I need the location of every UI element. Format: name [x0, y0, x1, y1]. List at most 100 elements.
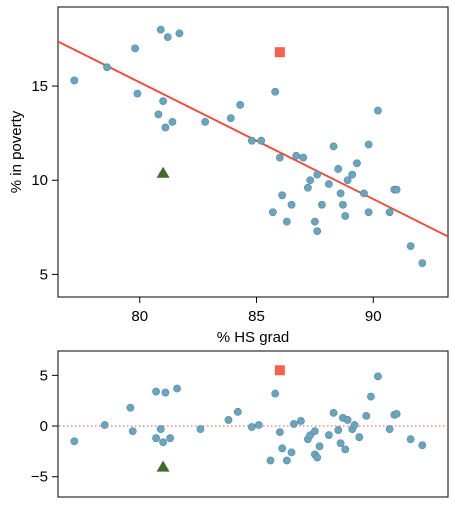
y-axis: 5 10 15 [31, 78, 58, 283]
scatter-panel: 5 10 15 80 85 90 % HS grad % in poverty [8, 6, 449, 346]
data-point [128, 427, 137, 435]
x-tick-label: 85 [248, 308, 265, 325]
data-point [418, 259, 427, 268]
data-point [315, 442, 324, 451]
data-point [154, 110, 163, 119]
data-points [70, 25, 427, 268]
data-point [296, 417, 305, 425]
data-point [392, 409, 401, 418]
data-point [152, 387, 160, 396]
data-point [159, 438, 167, 447]
residual-y-tick-label: 0 [40, 418, 48, 435]
data-point [163, 33, 172, 42]
data-point [343, 176, 352, 185]
data-point [156, 25, 165, 34]
data-point [385, 425, 394, 433]
residual-frame [57, 350, 449, 498]
data-point [367, 392, 375, 401]
data-point [156, 425, 165, 433]
data-point [275, 428, 284, 437]
data-point [310, 217, 319, 226]
data-point [126, 403, 135, 412]
y-tick-label: 10 [31, 172, 48, 189]
y-tick-label: 5 [40, 266, 48, 283]
outlier-square [274, 47, 285, 58]
data-point [299, 153, 308, 162]
outlier-square [274, 365, 285, 376]
data-point [313, 227, 322, 235]
residual-points [70, 372, 427, 465]
data-point [374, 106, 382, 115]
y-tick-label: 15 [31, 78, 48, 95]
residual-y-tick-label: −5 [31, 469, 48, 486]
data-point [334, 165, 343, 173]
x-axis-label: % HS grad [217, 329, 290, 346]
data-point [282, 456, 291, 465]
data-point [336, 439, 345, 448]
data-point [161, 388, 170, 397]
outlier-points [156, 47, 285, 178]
residual-outlier-points [156, 365, 285, 472]
data-point [201, 117, 210, 126]
data-point [360, 189, 368, 198]
x-axis: 80 85 90 [131, 297, 382, 325]
data-point [282, 217, 291, 226]
data-point [341, 445, 350, 454]
data-point [131, 44, 139, 53]
data-point [355, 433, 364, 442]
data-point [224, 416, 233, 424]
data-point [310, 427, 319, 435]
data-point [161, 123, 170, 132]
x-tick-label: 90 [365, 308, 382, 325]
data-point [133, 89, 142, 98]
outlier-triangle [156, 460, 170, 472]
data-point [168, 117, 177, 126]
data-point [353, 159, 361, 168]
data-point [271, 87, 280, 96]
residual-y-tick-label: 5 [40, 367, 48, 384]
data-point [303, 183, 312, 192]
residual-y-axis: −5 0 5 [31, 367, 58, 486]
data-point [406, 435, 415, 444]
data-point [289, 420, 298, 428]
data-point [257, 136, 266, 145]
data-point [324, 431, 333, 440]
data-point [341, 212, 350, 220]
plot-frame [57, 6, 449, 298]
data-point [362, 411, 371, 420]
data-point [336, 189, 345, 198]
data-point [159, 97, 167, 106]
data-point [271, 389, 280, 398]
data-point [278, 444, 287, 453]
y-axis-label: % in poverty [8, 110, 25, 193]
data-point [70, 437, 79, 446]
data-point [418, 441, 427, 450]
data-point [348, 170, 357, 179]
data-point [247, 136, 256, 145]
residual-panel: −5 0 5 [31, 350, 449, 498]
data-point [247, 423, 256, 431]
data-point [103, 63, 111, 72]
data-point [306, 176, 315, 185]
data-point [233, 407, 242, 416]
data-point [334, 426, 343, 434]
data-point [266, 456, 275, 465]
data-point [385, 208, 394, 217]
data-point [100, 421, 109, 429]
data-point [392, 185, 401, 194]
data-point [339, 200, 347, 209]
data-point [350, 421, 359, 429]
data-point [406, 242, 415, 251]
data-point [275, 153, 284, 162]
data-point [313, 170, 322, 179]
data-point [364, 140, 373, 149]
data-point [196, 425, 205, 433]
data-point [287, 200, 296, 209]
data-point [254, 421, 263, 429]
outlier-triangle [156, 166, 170, 178]
data-point [173, 384, 182, 393]
data-point [374, 372, 382, 381]
data-point [287, 448, 296, 457]
data-point [329, 142, 338, 151]
data-point [324, 180, 333, 188]
